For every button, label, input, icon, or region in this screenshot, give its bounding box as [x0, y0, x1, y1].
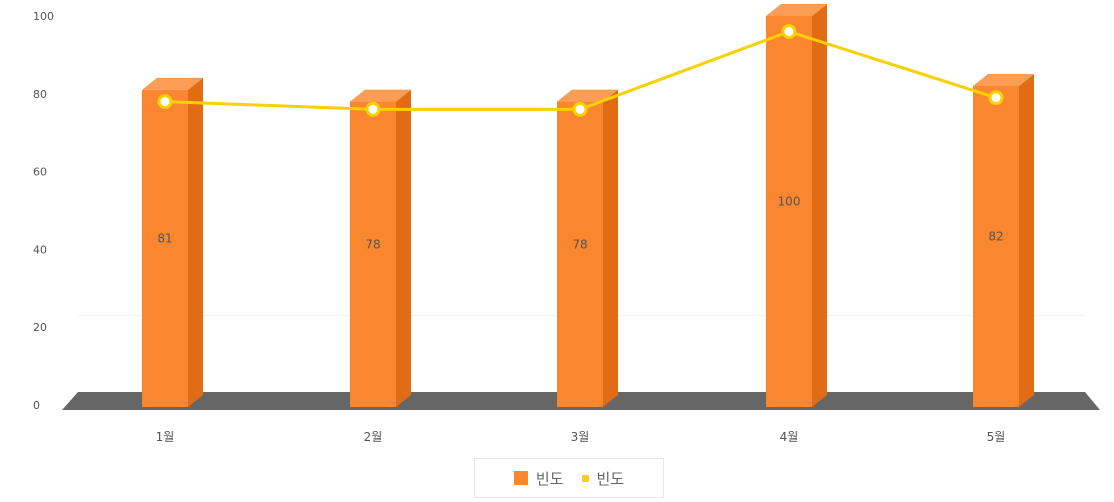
- bar-side: [396, 89, 411, 407]
- line-point: [572, 101, 588, 117]
- x-tick-label: 3월: [571, 430, 590, 444]
- bar-data-label: 78: [572, 237, 587, 251]
- bar: [766, 16, 812, 407]
- bar-top: [350, 89, 411, 102]
- bar-top: [766, 4, 827, 16]
- bar-side: [812, 4, 827, 407]
- x-tick-label: 2월: [364, 430, 383, 444]
- bar-side: [603, 89, 618, 407]
- y-tick-label: 40: [33, 243, 47, 256]
- line-point: [781, 24, 797, 40]
- line-point: [365, 101, 381, 117]
- bar-data-label: 100: [778, 195, 801, 209]
- legend-swatch-bars: [513, 471, 528, 485]
- bar: [350, 101, 396, 407]
- x-tick-label: 1월: [156, 430, 175, 444]
- legend-item-bars[interactable]: 빈도: [513, 468, 564, 489]
- x-tick-label: 5월: [987, 430, 1006, 444]
- bar: [973, 86, 1019, 408]
- legend-item-line[interactable]: 빈도: [581, 468, 625, 489]
- legend-label-bars: 빈도: [535, 469, 564, 488]
- y-tick-label: 20: [33, 321, 47, 334]
- x-tick-label: 4월: [780, 430, 799, 444]
- legend-swatch-line: [581, 474, 589, 482]
- y-tick-label: 60: [33, 166, 47, 179]
- legend: 빈도 빈도: [474, 458, 664, 498]
- bar-side: [188, 77, 203, 407]
- line-point: [988, 90, 1004, 106]
- bar-data-label: 81: [157, 231, 172, 245]
- legend-label-line: 빈도: [596, 469, 625, 488]
- bar: [557, 101, 603, 407]
- bar-top: [557, 89, 618, 102]
- bar-data-label: 78: [365, 237, 380, 251]
- bar-side: [1019, 74, 1034, 408]
- y-tick-label: 80: [33, 88, 47, 101]
- line-point: [157, 94, 173, 110]
- bar-top: [973, 74, 1034, 87]
- bar: [142, 89, 188, 407]
- bar-top: [142, 77, 203, 90]
- y-tick-label: 100: [33, 10, 54, 23]
- y-tick-label: 0: [33, 399, 40, 412]
- bar-data-label: 82: [988, 230, 1003, 244]
